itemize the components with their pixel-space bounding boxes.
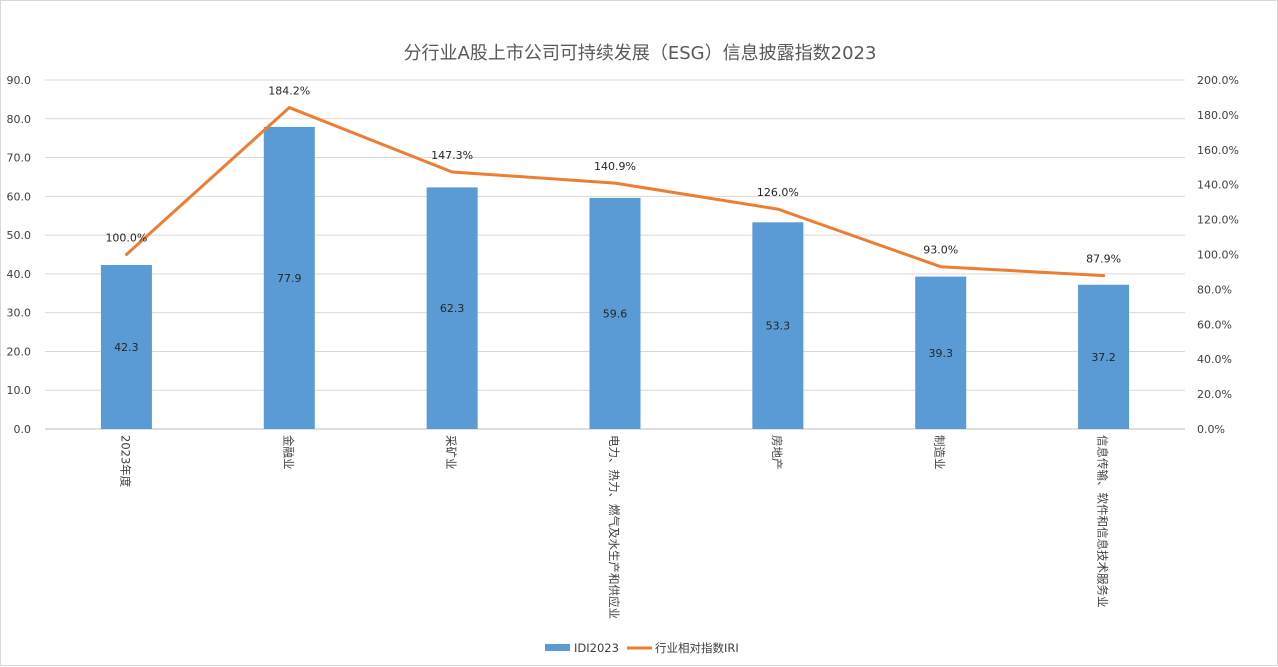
right-tick-label: 180.0%	[1197, 109, 1239, 122]
right-tick-label: 40.0%	[1197, 353, 1232, 366]
right-tick-label: 120.0%	[1197, 214, 1239, 227]
right-tick-label: 0.0%	[1197, 423, 1225, 436]
left-tick-label: 30.0	[7, 307, 32, 320]
line-value-label: 140.9%	[594, 160, 636, 173]
legend-bar-swatch	[545, 644, 570, 651]
right-tick-label: 100.0%	[1197, 249, 1239, 262]
left-tick-label: 20.0	[7, 345, 32, 358]
line-value-label: 87.9%	[1086, 253, 1121, 266]
line-value-label: 184.2%	[268, 85, 310, 98]
bar-value-label: 59.6	[603, 307, 628, 320]
line-value-label: 126.0%	[757, 186, 799, 199]
left-tick-label: 10.0	[7, 384, 32, 397]
right-tick-label: 80.0%	[1197, 283, 1232, 296]
bar-value-label: 77.9	[277, 272, 302, 285]
bar-value-label: 39.3	[928, 347, 953, 360]
line-value-label: 93.0%	[923, 244, 958, 257]
right-tick-label: 60.0%	[1197, 318, 1232, 331]
left-tick-label: 80.0	[7, 113, 32, 126]
left-tick-label: 50.0	[7, 229, 32, 242]
right-axis: 0.0% 20.0% 40.0% 60.0% 80.0% 100.0% 120.0% 140.…	[1197, 74, 1239, 436]
bar-value-label: 53.3	[766, 320, 791, 333]
left-tick-label: 70.0	[7, 152, 32, 165]
category-label: 制造业	[933, 435, 947, 470]
right-tick-label: 160.0%	[1197, 144, 1239, 157]
category-label: 电力、热力、燃气及水生产和供应业	[607, 435, 621, 619]
category-axis: 2023年度 金融业 采矿业 电力、热力、燃气及水生产和供应业 房地产 制造业 信息传输、软…	[118, 435, 1109, 619]
left-tick-label: 0.0	[14, 423, 32, 436]
line-value-label: 147.3%	[431, 149, 473, 162]
chart-title: 分行业A股上市公司可持续发展（ESG）信息披露指数2023	[404, 43, 877, 64]
legend: IDI2023 行业相对指数IRI	[545, 641, 739, 655]
category-label: 房地产	[770, 435, 784, 470]
right-tick-label: 200.0%	[1197, 74, 1239, 87]
left-tick-label: 60.0	[7, 190, 32, 203]
right-tick-label: 20.0%	[1197, 388, 1232, 401]
left-tick-label: 40.0	[7, 268, 32, 281]
bar-value-label: 37.2	[1091, 351, 1116, 364]
legend-bar-label: IDI2023	[574, 641, 619, 655]
left-tick-label: 90.0	[7, 74, 32, 87]
category-label: 2023年度	[118, 435, 132, 488]
left-axis: 0.0 10.0 20.0 30.0 40.0 50.0 60.0 70.0 80.0 90.0	[7, 74, 32, 436]
legend-line-label: 行业相对指数IRI	[655, 641, 739, 655]
category-label: 金融业	[281, 435, 295, 470]
right-tick-label: 140.0%	[1197, 179, 1239, 192]
bar-value-label: 62.3	[440, 302, 465, 315]
bar-value-label: 42.3	[114, 341, 139, 354]
line-value-label: 100.0%	[105, 232, 147, 245]
category-label: 采矿业	[444, 435, 458, 470]
category-label: 信息传输、软件和信息技术服务业	[1096, 435, 1110, 608]
